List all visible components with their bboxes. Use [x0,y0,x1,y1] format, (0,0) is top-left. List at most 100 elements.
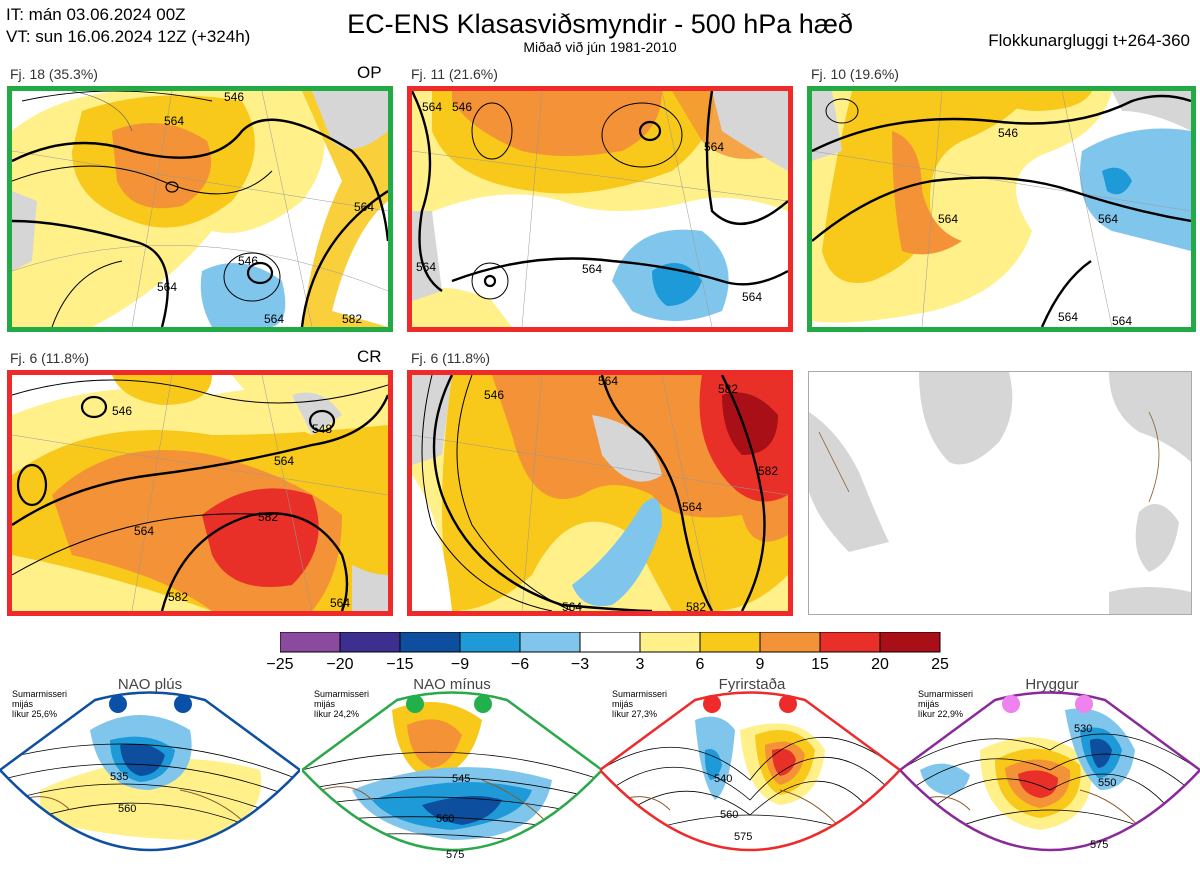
contour-label: 564 [562,600,582,611]
contour-label: 564 [330,596,350,610]
colorbar-swatch [819,632,881,653]
contour-label: 564 [274,454,294,468]
regime-marker-dot [703,695,721,713]
regime-map-nao-minus: 545 560 575 [302,691,602,861]
colorbar-tick: −15 [386,656,414,673]
cluster-map-1: 546 564 564 546 564 564 582 [7,86,393,332]
colorbar-tick: 25 [931,656,949,673]
contour-label: 546 [238,254,258,268]
contour-label: 564 [354,200,374,214]
cluster-map-3: 546 564 564 564 564 [807,86,1196,332]
contour-label: 582 [258,510,278,524]
contour-label: 564 [264,312,284,326]
regime-marker-dot [1002,695,1020,713]
colorbar-tick: −9 [450,656,470,673]
contour-label: 564 [134,524,154,538]
regime-3-title: Fyrirstaða [718,676,786,693]
colorbar-swatch [399,632,461,653]
regime-marker-dot [109,695,127,713]
colorbar-swatch [759,632,821,653]
regime-marker-dot [174,695,192,713]
contour-label: 564 [157,280,177,294]
regime-map-blocking: 540 560 575 [600,691,900,852]
cluster-map-2: 564 564 564 564 564 546 [407,86,793,332]
contour-label: 582 [758,464,778,478]
colorbar-swatch [280,632,341,653]
contour-label: 564 [582,262,602,276]
contour-label: 530 [1074,723,1092,735]
contour-label: 575 [734,831,752,843]
contour-label: 560 [118,803,136,815]
colorbar-tick: 20 [871,656,889,673]
colorbar-swatch [699,632,761,653]
panel-4-label: Fj. 6 (11.8%) [10,350,90,366]
contour-label: 564 [1112,314,1132,327]
initial-time: IT: mán 03.06.2024 00Z [6,5,186,24]
contour-label: 575 [446,849,464,861]
regime-4-note: Sumarmisseri mijás líkur 22,9% [918,689,974,719]
contour-label: 564 [1098,212,1118,226]
contour-label: 564 [682,500,702,514]
header-times: IT: mán 03.06.2024 00Z VT: sun 16.06.202… [6,4,250,48]
colorbar-tick: −3 [570,656,590,673]
contour-label: 564 [598,375,618,388]
contour-label: 564 [742,290,762,304]
regime-marker-dot [779,695,797,713]
contour-label: 564 [422,100,442,114]
regime-marker-dot [1075,695,1093,713]
panel-2-label: Fj. 11 (21.6%) [411,66,498,82]
colorbar-swatch [459,632,521,653]
regime-1-note: Sumarmisseri mijás líkur 25,6% [12,689,68,719]
contour-label: 560 [436,813,454,825]
regime-3-note: Sumarmisseri mijás líkur 27,3% [612,689,668,719]
panel-4-tag: CR [357,347,382,366]
contour-label: 546 [112,404,132,418]
colorbar-swatch [519,632,581,653]
regime-map-nao-plus: 535 560 [0,691,300,852]
contour-label: 540 [714,773,732,785]
colorbar-tick: 15 [811,656,829,673]
contour-label: 560 [720,809,738,821]
panel-1-tag: OP [357,63,382,82]
contour-label: 564 [938,212,958,226]
colorbar-tick: −6 [510,656,530,673]
cluster-map-5: 546 564 564 582 582 564 582 [407,370,793,616]
panel-1-label: Fj. 18 (35.3%) [10,66,98,82]
panel-3-label: Fj. 10 (19.6%) [811,66,899,82]
page-title: EC-ENS Klasasviðsmyndir - 500 hPa hæð [347,9,853,39]
regime-marker-dot [474,695,492,713]
contour-label: 546 [452,100,472,114]
regime-4-title: Hryggur [1025,676,1079,693]
colorbar-tick: 6 [695,656,705,673]
contour-label: 582 [718,382,738,396]
contour-label: 545 [452,773,470,785]
regime-2-note: Sumarmisseri mijás líkur 24,2% [314,689,370,719]
colorbar [280,632,941,653]
contour-label: 535 [110,771,128,783]
colorbar-tick: −25 [266,656,294,673]
contour-label: 575 [1090,839,1108,851]
contour-label: 582 [686,600,706,611]
cluster-map-4: 546 548 564 564 582 582 564 [7,370,393,616]
contour-label: 546 [224,91,244,104]
regime-2-title: NAO mínus [413,676,491,693]
regime-1-title: NAO plús [117,676,183,693]
contour-label: 564 [1058,310,1078,324]
colorbar-tick: −20 [326,656,354,673]
page-subtitle: Miðað við jún 1981-2010 [523,39,677,55]
contour-label: 564 [704,140,724,154]
colorbar-swatch [639,632,701,653]
colorbar-swatch [579,632,641,653]
contour-label: 564 [164,114,184,128]
panel-5-label: Fj. 6 (11.8%) [411,350,491,366]
classification-window: Flokkunargluggi t+264-360 [988,31,1190,50]
valid-time: VT: sun 16.06.2024 12Z (+324h) [6,27,251,46]
regime-marker-dot [406,695,424,713]
empty-map-6 [808,371,1192,615]
contour-label: 546 [484,388,504,402]
colorbar-swatch [339,632,401,653]
regime-map-ridge: 530 550 575 [900,691,1200,852]
contour-label: 550 [1098,777,1116,789]
colorbar-tick: 9 [755,656,765,673]
colorbar-swatch [879,632,941,653]
